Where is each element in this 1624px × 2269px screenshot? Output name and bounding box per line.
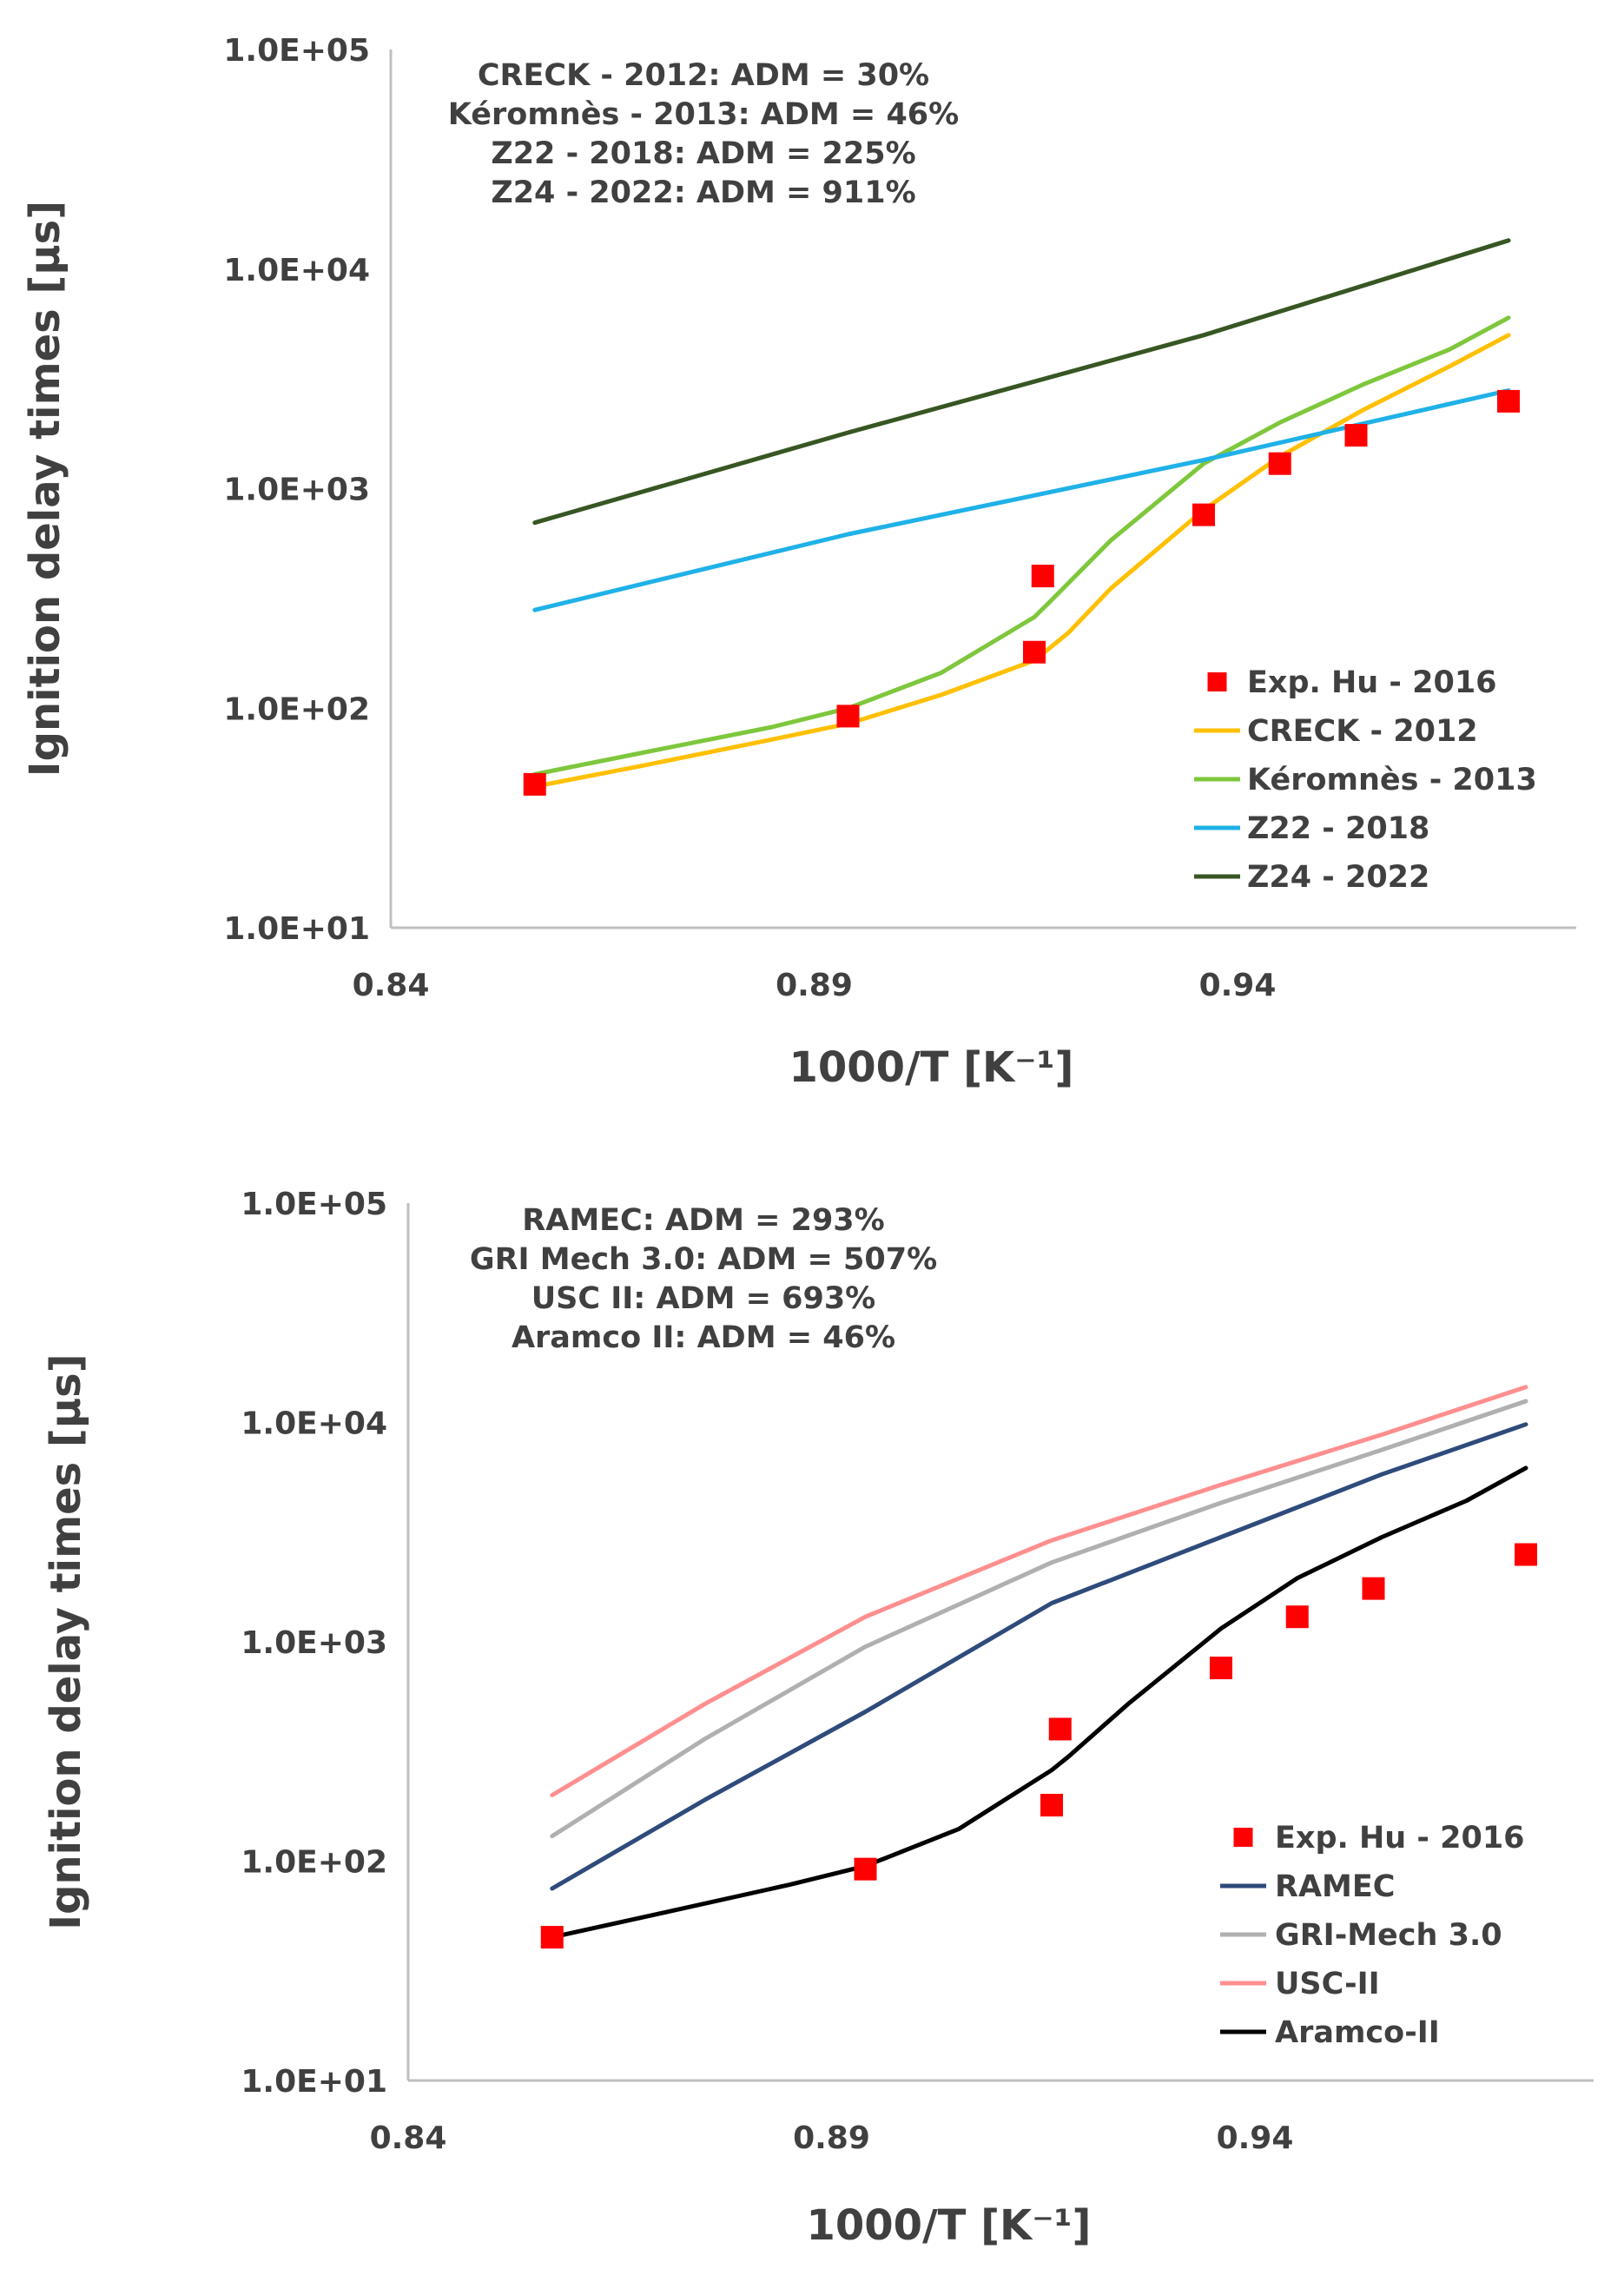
x-tick-label: 0.84 [370,2120,447,2156]
x-tick-label: 0.89 [793,2120,870,2156]
data-point [1362,1577,1385,1600]
adm-annotation: RAMEC: ADM = 293% [522,1203,884,1238]
adm-annotation: USC II: ADM = 693% [531,1281,876,1316]
x-tick-label: 0.94 [1217,2120,1294,2156]
data-point [1497,389,1520,413]
data-point [1048,1717,1072,1741]
data-point [1210,1657,1232,1680]
legend-label: Aramco-II [1275,2015,1440,2050]
y-tick-label: 1.0E+02 [241,1845,387,1881]
series-line-3 [550,1385,1528,1797]
y-tick-label: 1.0E+05 [223,33,370,69]
adm-annotation: GRI Mech 3.0: ADM = 507% [470,1242,937,1277]
data-point [854,1857,877,1881]
y-axis-title: Ignition delay times [µs] [42,1353,90,1929]
series-line-2 [550,1399,1528,1839]
series-line-2 [532,315,1511,777]
y-tick-label: 1.0E+02 [223,691,370,727]
data-point [1040,1794,1063,1817]
legend-label: Z22 - 2018 [1247,811,1429,846]
legend-label: Kéromnès - 2013 [1247,763,1537,797]
data-point [1192,503,1215,526]
x-tick-label: 0.94 [1199,968,1277,1003]
legend-label: USC-II [1275,1967,1380,2001]
series-line-3 [532,388,1511,612]
adm-annotation: CRECK - 2012: ADM = 30% [478,58,929,93]
legend-label: RAMEC [1275,1869,1395,1904]
chart-bottom: 1.0E+05 1.0E+04 1.0E+03 1.0E+02 1.0E+01 0.84 0… [42,1187,1594,2250]
legend-label: Exp. Hu - 2016 [1275,1821,1525,1856]
adm-annotation: Kéromnès - 2013: ADM = 46% [448,97,959,132]
series-line-4 [532,238,1511,526]
legend-marker [1207,672,1227,691]
data-point [1268,452,1291,475]
legend-label: Exp. Hu - 2016 [1247,665,1497,700]
x-axis-title: 1000/T [K⁻¹] [806,2201,1091,2250]
series-line-1 [550,1422,1528,1891]
chart-top: 1.0E+05 1.0E+04 1.0E+03 1.0E+02 1.0E+01 0.84 0… [21,33,1576,1092]
legend-label: GRI-Mech 3.0 [1275,1918,1502,1953]
legend-marker [1233,1828,1253,1847]
data-point [836,705,860,728]
x-tick-label: 0.84 [353,968,430,1003]
y-tick-label: 1.0E+03 [223,473,370,508]
data-point [1344,424,1368,447]
y-tick-label: 1.0E+04 [241,1406,387,1442]
data-point [1031,565,1054,588]
y-tick-label: 1.0E+03 [241,1625,387,1661]
y-tick-label: 1.0E+04 [223,253,370,288]
x-tick-label: 0.89 [776,968,853,1003]
y-tick-label: 1.0E+01 [241,2064,387,2100]
legend-label: CRECK - 2012 [1247,714,1478,749]
data-point [540,1926,564,1949]
data-point [1023,640,1046,664]
data-point [1515,1543,1537,1566]
data-point [523,772,546,796]
y-axis-title: Ignition delay times [µs] [21,201,69,777]
data-point [1285,1605,1309,1629]
adm-annotation: Aramco II: ADM = 46% [512,1320,895,1355]
y-tick-label: 1.0E+05 [241,1187,387,1222]
series-line-1 [532,333,1511,789]
legend-label: Z24 - 2022 [1247,860,1429,895]
y-tick-label: 1.0E+01 [223,911,370,947]
adm-annotation: Z22 - 2018: ADM = 225% [491,136,915,171]
x-axis-title: 1000/T [K⁻¹] [789,1043,1073,1092]
series-line-4 [550,1465,1528,1940]
adm-annotation: Z24 - 2022: ADM = 911% [491,175,915,210]
